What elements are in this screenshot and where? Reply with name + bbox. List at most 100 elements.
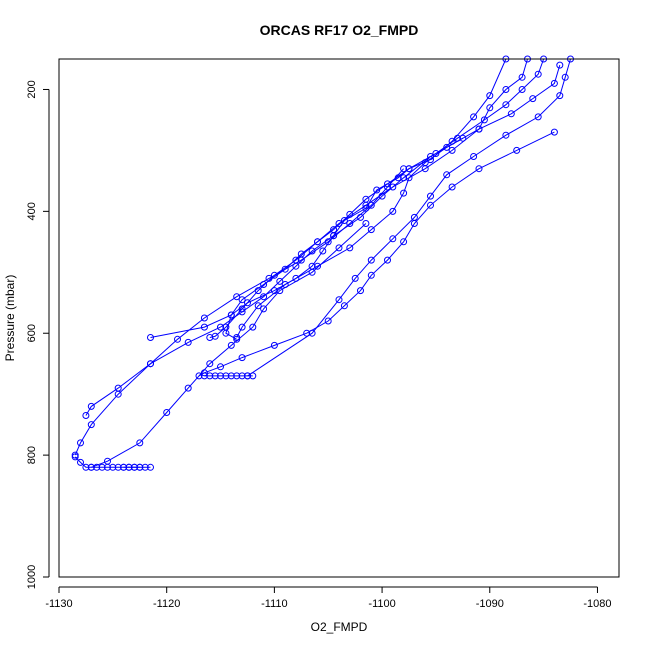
data-point <box>303 329 311 337</box>
data-point <box>249 372 257 380</box>
data-point <box>427 201 434 209</box>
data-point <box>233 293 241 301</box>
data-point <box>206 372 214 380</box>
data-point <box>427 192 434 200</box>
data-point <box>254 302 262 310</box>
data-point <box>486 104 494 112</box>
data-point <box>534 70 542 78</box>
series-line <box>150 58 507 338</box>
data-point <box>227 311 235 319</box>
data-point <box>249 323 257 331</box>
data-point <box>534 113 542 121</box>
data-point <box>367 226 375 234</box>
data-point <box>200 323 208 331</box>
x-axis: -1130 -1120 -1110 -1100 -1090 -1080 <box>45 586 612 610</box>
data-point <box>448 183 456 191</box>
data-point <box>475 125 483 133</box>
data-point <box>82 463 90 471</box>
y-tick-label: 800 <box>26 446 38 464</box>
data-point <box>389 235 397 243</box>
data-point <box>556 61 564 69</box>
data-point <box>480 116 488 124</box>
data-point <box>238 372 246 380</box>
data-point <box>330 232 338 240</box>
data-point <box>502 101 510 109</box>
data-point <box>475 165 483 173</box>
data-point <box>367 271 375 279</box>
data-point <box>367 201 375 209</box>
data-point <box>319 247 327 255</box>
data-point <box>141 463 149 471</box>
data-point <box>82 412 90 419</box>
data-point <box>362 195 370 203</box>
data-point <box>200 314 208 322</box>
data-point <box>448 146 456 154</box>
data-point <box>260 305 268 313</box>
x-tick-label: -1120 <box>153 598 180 610</box>
data-point <box>206 334 214 341</box>
data-point <box>270 341 278 349</box>
series-7 <box>71 165 408 459</box>
data-point <box>389 207 397 215</box>
x-tick-label: -1110 <box>261 598 288 610</box>
data-point <box>314 238 321 246</box>
data-point <box>260 293 268 301</box>
data-point <box>87 402 95 410</box>
data-point <box>87 421 95 429</box>
data-point <box>314 262 321 270</box>
data-point <box>87 463 95 471</box>
data-point <box>217 363 224 371</box>
plot-area <box>58 55 620 578</box>
data-point <box>518 86 526 93</box>
data-point <box>297 256 305 264</box>
series-line <box>225 58 545 340</box>
data-point <box>120 463 128 471</box>
data-point <box>340 302 348 310</box>
data-point <box>507 110 515 118</box>
data-point <box>427 153 434 160</box>
data-point <box>324 317 332 325</box>
data-point <box>308 268 316 276</box>
data-point <box>227 341 235 349</box>
data-point <box>410 220 418 227</box>
series-line <box>91 223 367 468</box>
data-point <box>244 299 251 307</box>
data-point <box>443 171 451 179</box>
data-point <box>556 92 564 100</box>
data-point <box>561 73 569 81</box>
data-point <box>200 372 208 380</box>
data-point <box>346 244 354 252</box>
data-point <box>104 463 111 471</box>
data-point <box>459 134 467 142</box>
data-point <box>98 463 106 471</box>
y-tick-label: 1000 <box>26 565 38 589</box>
data-point <box>147 360 154 368</box>
data-point <box>211 372 219 380</box>
data-point <box>367 256 375 264</box>
data-point <box>174 335 181 343</box>
data-point <box>518 73 526 81</box>
data-point <box>400 174 408 182</box>
plot-frame <box>58 58 620 578</box>
series-line <box>247 58 571 377</box>
data-point <box>486 92 494 100</box>
data-point <box>184 338 192 346</box>
data-point <box>238 323 246 331</box>
data-point <box>222 372 230 380</box>
data-point <box>276 277 284 285</box>
data-point <box>351 274 359 282</box>
data-point <box>184 384 192 392</box>
series-10 <box>200 372 257 380</box>
data-point <box>400 238 408 246</box>
chart-title: ORCAS RF17 O2_FMPD <box>260 22 419 38</box>
x-tick-label: -1080 <box>583 598 611 610</box>
series-line <box>74 168 404 456</box>
y-axis-title: Pressure (mbar) <box>3 275 17 362</box>
data-point <box>335 296 343 304</box>
data-point <box>195 372 203 380</box>
x-tick-label: -1100 <box>368 598 395 610</box>
data-point <box>340 217 348 224</box>
data-point <box>222 329 230 337</box>
data-point <box>405 165 413 173</box>
